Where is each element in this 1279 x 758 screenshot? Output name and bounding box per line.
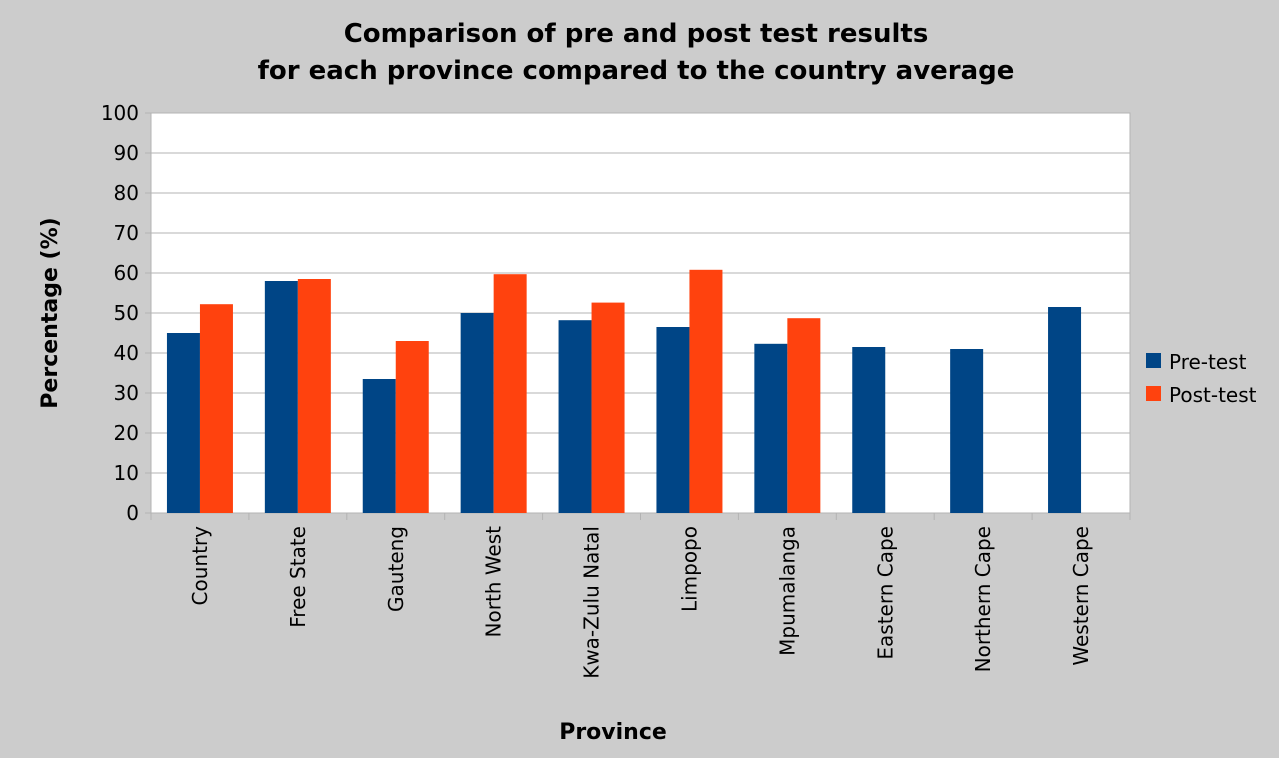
legend-label: Pre-test [1169, 350, 1247, 374]
y-tick-label: 100 [101, 101, 139, 125]
bar-pre-test [656, 327, 690, 513]
y-tick-label: 90 [114, 141, 139, 165]
bar-pre-test [1048, 307, 1082, 513]
x-tick-label: Eastern Cape [873, 526, 897, 660]
y-axis-ticks: 0 10 20 30 40 50 60 70 80 90 100 [101, 101, 151, 525]
y-tick-label: 70 [114, 221, 139, 245]
y-tick-label: 20 [114, 421, 139, 445]
chart-title-line-1: Comparison of pre and post test results [344, 19, 929, 49]
legend: Pre-test Post-test [1146, 350, 1257, 407]
bar-post-test [591, 302, 625, 513]
bar-pre-test [852, 347, 886, 513]
bar-post-test [787, 318, 821, 513]
x-tick-label: Gauteng [384, 526, 408, 612]
y-tick-label: 60 [114, 261, 139, 285]
bar-pre-test [558, 320, 592, 513]
bar-pre-test [166, 333, 200, 513]
bar-pre-test [264, 281, 298, 513]
y-tick-label: 10 [114, 461, 139, 485]
x-tick-label: Limpopo [677, 526, 701, 612]
bar-post-test [297, 279, 331, 513]
x-tick-label: Western Cape [1069, 526, 1093, 666]
y-tick-label: 50 [114, 301, 139, 325]
x-tick-label: Kwa-Zulu Natal [580, 526, 604, 679]
bar-post-test [395, 341, 429, 513]
legend-swatch [1146, 353, 1161, 368]
y-tick-label: 0 [126, 501, 139, 525]
x-tick-label: Mpumalanga [775, 526, 799, 656]
x-axis-title: Province [559, 720, 667, 745]
chart-title-line-2: for each province compared to the countr… [258, 56, 1015, 86]
bar-pre-test [362, 379, 396, 513]
legend-label: Post-test [1169, 383, 1257, 407]
bar-post-test [689, 269, 723, 513]
legend-swatch [1146, 386, 1161, 401]
y-tick-label: 30 [114, 381, 139, 405]
x-tick-label: Northern Cape [971, 526, 995, 672]
bar-pre-test [950, 349, 984, 513]
bars-group [166, 269, 1082, 513]
bar-post-test [199, 304, 233, 513]
bar-pre-test [460, 313, 494, 513]
x-tick-label: North West [482, 526, 506, 638]
y-axis-title: Percentage (%) [38, 217, 63, 408]
x-tick-label: Country [188, 526, 212, 606]
bar-post-test [493, 274, 527, 513]
y-tick-label: 40 [114, 341, 139, 365]
x-axis-ticks: Country Free State Gauteng North West Kwa-Zu… [150, 513, 1131, 679]
bar-pre-test [754, 343, 788, 513]
x-tick-label: Free State [286, 526, 310, 628]
y-tick-label: 80 [114, 181, 139, 205]
